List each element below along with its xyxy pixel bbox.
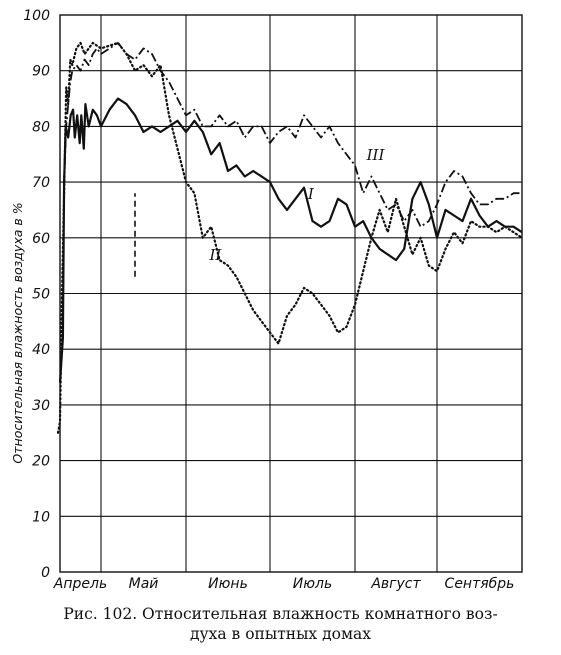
figure-caption-line-1: Рис. 102. Относительная влажность комнат…	[63, 605, 498, 623]
x-month-label-2: Май	[129, 576, 159, 592]
y-tick-label-100: 100	[23, 8, 50, 24]
y-axis-ticks: 0 10 20 30 40 50 60 70 80 90 100	[23, 8, 50, 581]
y-tick-label-70: 70	[32, 175, 50, 191]
series-line-II	[56, 41, 524, 434]
chart-grid	[59, 14, 523, 573]
y-tick-label-10: 10	[32, 509, 50, 525]
x-month-label-1: Апрель	[53, 576, 107, 592]
x-month-label-3: Июнь	[208, 576, 248, 592]
y-tick-label-60: 60	[32, 231, 50, 247]
y-tick-label-20: 20	[32, 454, 50, 470]
series-label-I: I	[307, 185, 315, 203]
chart-series	[56, 41, 524, 434]
y-tick-label-80: 80	[32, 119, 50, 135]
y-tick-label-90: 90	[32, 64, 50, 80]
y-tick-label-0: 0	[41, 565, 50, 581]
figure-caption-line-2: духа в опытных домах	[189, 625, 372, 643]
x-month-label-4: Июль	[293, 576, 332, 592]
x-month-label-6: Сентябрь	[445, 576, 515, 592]
series-label-II: II	[208, 246, 222, 264]
x-month-label-5: Август	[370, 576, 421, 592]
y-axis-label: Относительная влажность воздуха в %	[10, 202, 25, 463]
series-line-I	[58, 97, 523, 383]
y-tick-label-30: 30	[32, 398, 50, 414]
y-tick-label-50: 50	[32, 287, 50, 303]
x-axis-months: Апрель Май Июнь Июль Август Сентябрь	[53, 576, 515, 592]
series-label-III: III	[366, 146, 386, 164]
y-tick-label-40: 40	[32, 342, 50, 358]
series-line-III	[63, 42, 522, 228]
